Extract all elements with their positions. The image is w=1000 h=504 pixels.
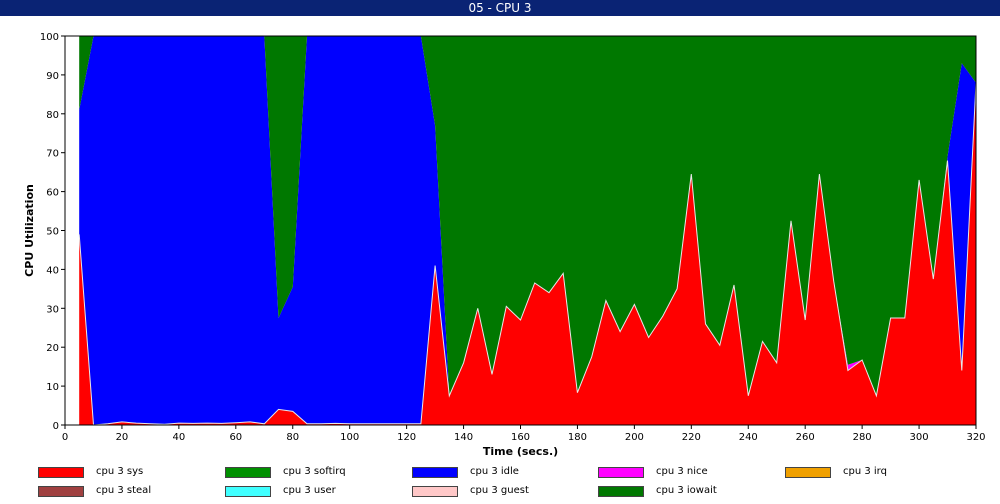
legend-label: cpu 3 steal xyxy=(96,485,152,496)
legend-swatch xyxy=(598,486,644,497)
area-series-group xyxy=(79,36,976,425)
x-tick-label: 40 xyxy=(173,432,186,443)
legend-swatch xyxy=(38,486,84,497)
y-tick-label: 90 xyxy=(46,71,59,82)
x-axis-label: Time (secs.) xyxy=(483,445,558,458)
legend-label: cpu 3 softirq xyxy=(283,466,346,477)
area-cpu-3-idle xyxy=(79,36,976,425)
y-tick-label: 40 xyxy=(46,265,59,276)
legend-label: cpu 3 irq xyxy=(843,466,887,477)
x-tick-label: 260 xyxy=(796,432,815,443)
legend-swatch xyxy=(412,467,458,478)
legend-swatch xyxy=(598,467,644,478)
x-tick-label: 160 xyxy=(511,432,530,443)
x-tick-label: 280 xyxy=(853,432,872,443)
legend-label: cpu 3 sys xyxy=(96,466,144,477)
y-tick-label: 70 xyxy=(46,149,59,160)
legend-label: cpu 3 guest xyxy=(470,485,529,496)
x-tick-label: 220 xyxy=(682,432,701,443)
y-tick-label: 100 xyxy=(40,32,59,43)
x-tick-label: 60 xyxy=(229,432,242,443)
x-tick-label: 300 xyxy=(910,432,929,443)
legend-swatch xyxy=(225,467,271,478)
x-tick-label: 100 xyxy=(340,432,359,443)
area-cpu-3-sys xyxy=(79,82,976,425)
cpu-utilization-chart: 0 10 20 30 40 50 60 70 80 90 100 0 20 40 60 80 100 120 14… xyxy=(23,32,986,458)
legend-swatch xyxy=(412,486,458,497)
x-tick-label: 120 xyxy=(397,432,416,443)
x-tick-label: 320 xyxy=(966,432,985,443)
y-tick-label: 80 xyxy=(46,110,59,121)
y-tick-label: 30 xyxy=(46,304,59,315)
legend-swatch xyxy=(38,467,84,478)
area-cpu-3-iowait xyxy=(79,36,976,396)
y-tick-label: 50 xyxy=(46,227,59,238)
x-axis-ticks: 0 20 40 60 80 100 120 140 160 180 200 220 240 260 280 3… xyxy=(62,425,986,443)
x-tick-label: 0 xyxy=(62,432,68,443)
x-tick-label: 140 xyxy=(454,432,473,443)
legend-label: cpu 3 nice xyxy=(656,466,708,477)
y-axis-label: CPU Utilization xyxy=(23,184,36,277)
y-tick-label: 10 xyxy=(46,382,59,393)
y-tick-label: 20 xyxy=(46,343,59,354)
chart-legend: cpu 3 sys cpu 3 softirq cpu 3 idle cpu 3 ni… xyxy=(0,462,1000,504)
legend-label: cpu 3 user xyxy=(283,485,336,496)
x-tick-label: 20 xyxy=(116,432,129,443)
sys-outline-line xyxy=(78,82,977,426)
x-tick-label: 80 xyxy=(286,432,299,443)
x-tick-label: 180 xyxy=(568,432,587,443)
window-title: 05 - CPU 3 xyxy=(0,0,1000,16)
x-tick-label: 240 xyxy=(739,432,758,443)
legend-swatch xyxy=(785,467,831,478)
y-tick-label: 0 xyxy=(53,421,59,432)
y-tick-label: 60 xyxy=(46,188,59,199)
legend-label: cpu 3 iowait xyxy=(656,485,717,496)
y-axis-ticks: 0 10 20 30 40 50 60 70 80 90 100 xyxy=(40,32,65,432)
x-tick-label: 200 xyxy=(625,432,644,443)
legend-label: cpu 3 idle xyxy=(470,466,519,477)
legend-swatch xyxy=(225,486,271,497)
